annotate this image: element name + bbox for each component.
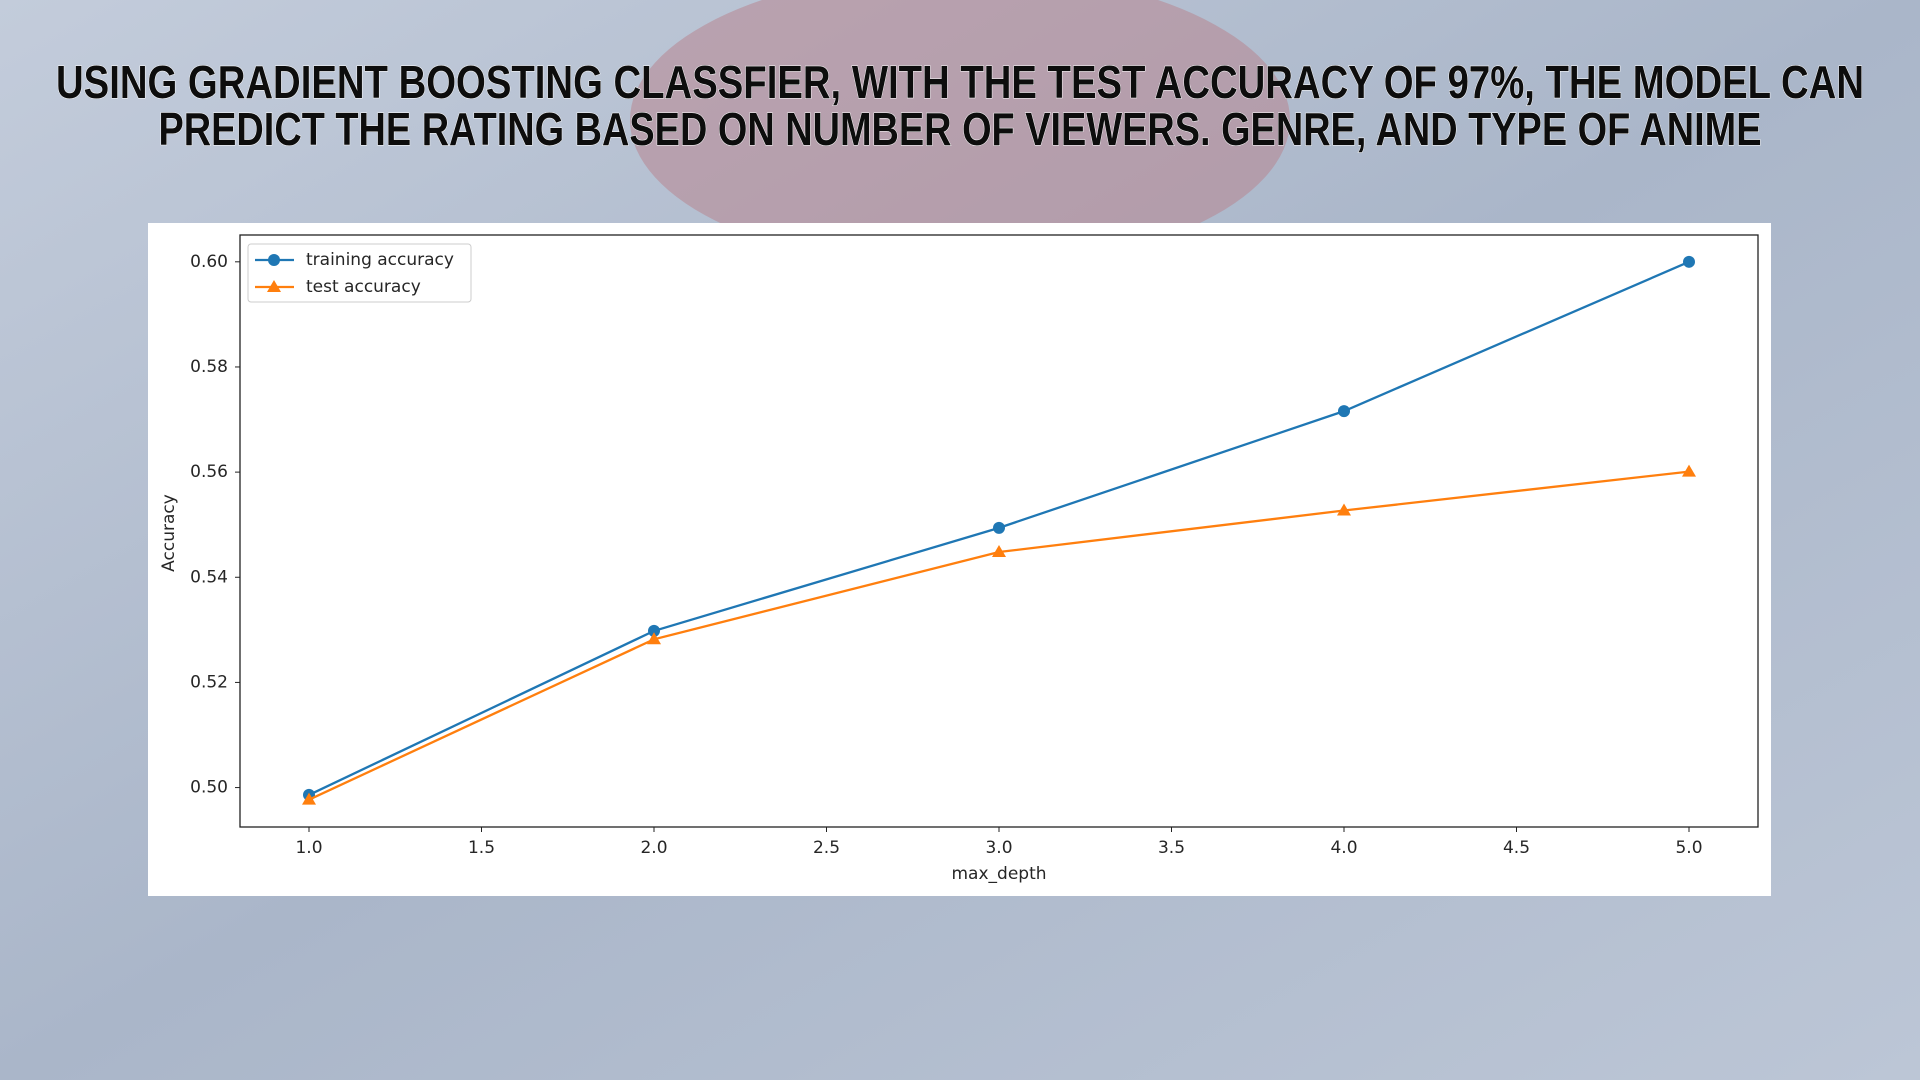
x-tick-label: 1.0: [295, 838, 322, 858]
marker: [648, 624, 660, 637]
x-tick-label: 2.0: [640, 838, 667, 858]
marker: [993, 521, 1005, 534]
slide-title: USING GRADIENT BOOSTING CLASSFIER, WITH …: [56, 56, 1864, 108]
x-axis-label: max_depth: [951, 864, 1046, 884]
x-tick-label: 5.0: [1675, 838, 1702, 858]
marker: [647, 632, 661, 645]
marker: [1682, 464, 1696, 477]
x-tick-label: 1.5: [468, 838, 495, 858]
x-tick-label: 4.0: [1330, 838, 1357, 858]
marker: [302, 792, 316, 805]
y-tick-label: 0.54: [190, 567, 228, 587]
marker: [268, 254, 280, 266]
y-axis-label: Accuracy: [159, 494, 179, 572]
marker: [992, 545, 1006, 558]
legend-label: test accuracy: [306, 277, 421, 297]
x-tick-label: 4.5: [1503, 838, 1530, 858]
y-tick-label: 0.56: [190, 462, 228, 482]
chart-panel: [148, 223, 1771, 896]
legend-label: training accuracy: [306, 250, 454, 270]
marker: [267, 280, 281, 292]
x-tick-label: 3.0: [985, 838, 1012, 858]
x-tick-label: 3.5: [1158, 838, 1185, 858]
marker: [1683, 255, 1695, 268]
slide-title: PREDICT THE RATING BASED ON NUMBER OF VI…: [159, 103, 1762, 155]
background-art: [630, 0, 1290, 270]
y-tick-label: 0.50: [190, 778, 228, 798]
marker: [1337, 503, 1351, 516]
y-tick-label: 0.58: [190, 357, 228, 377]
marker: [1338, 405, 1350, 418]
x-tick-label: 2.5: [813, 838, 840, 858]
y-tick-label: 0.60: [190, 252, 228, 272]
legend-box: [247, 243, 472, 303]
y-tick-label: 0.52: [190, 672, 228, 692]
